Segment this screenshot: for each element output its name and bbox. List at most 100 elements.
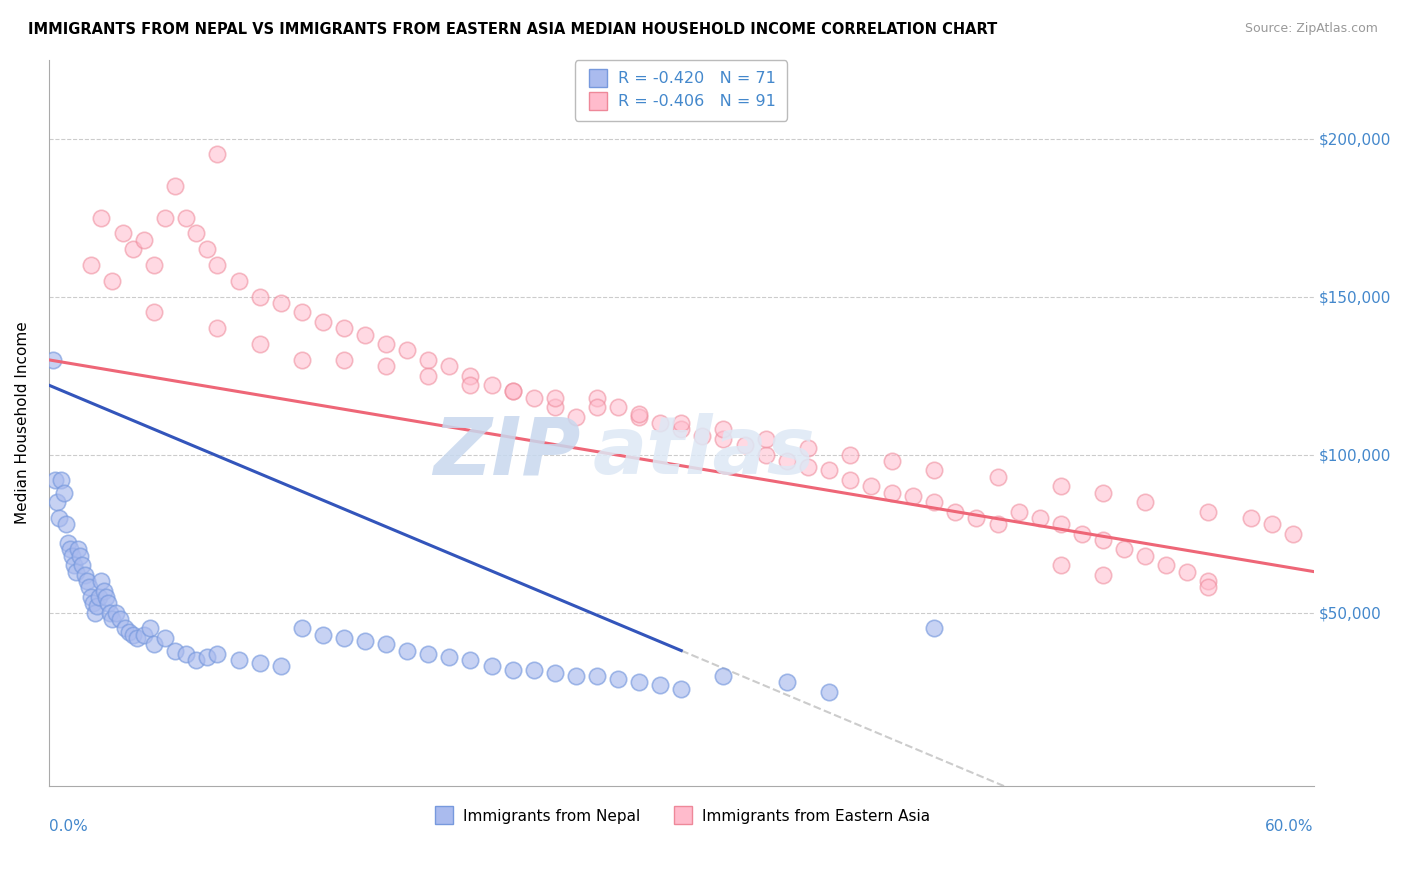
Point — [312, 315, 335, 329]
Point — [65, 565, 87, 579]
Point — [1260, 517, 1282, 532]
Point — [1070, 526, 1092, 541]
Point — [90, 574, 112, 588]
Point — [586, 391, 609, 405]
Point — [94, 590, 117, 604]
Point — [797, 460, 820, 475]
Point — [1007, 504, 1029, 518]
Point — [565, 669, 588, 683]
Point — [734, 438, 756, 452]
Point — [333, 352, 356, 367]
Point — [55, 517, 77, 532]
Point — [460, 653, 482, 667]
Point — [776, 454, 799, 468]
Text: 60.0%: 60.0% — [1265, 819, 1313, 834]
Point — [375, 359, 398, 373]
Point — [165, 643, 187, 657]
Point — [110, 612, 132, 626]
Point — [186, 227, 208, 241]
Point — [1197, 574, 1219, 588]
Point — [838, 448, 860, 462]
Point — [139, 622, 162, 636]
Point — [291, 622, 314, 636]
Point — [186, 653, 208, 667]
Point — [1049, 479, 1071, 493]
Point — [418, 368, 440, 383]
Point — [143, 258, 166, 272]
Point — [818, 463, 841, 477]
Point — [249, 657, 271, 671]
Point — [270, 659, 292, 673]
Point — [291, 352, 314, 367]
Point — [628, 407, 651, 421]
Point — [544, 391, 567, 405]
Point — [901, 489, 924, 503]
Point — [755, 432, 778, 446]
Point — [51, 473, 73, 487]
Point — [1091, 533, 1114, 547]
Point — [502, 384, 524, 399]
Point — [69, 549, 91, 563]
Point — [502, 663, 524, 677]
Point — [101, 274, 124, 288]
Point — [132, 233, 155, 247]
Point — [195, 242, 218, 256]
Point — [195, 649, 218, 664]
Point — [481, 378, 503, 392]
Point — [418, 647, 440, 661]
Point — [153, 211, 176, 225]
Text: IMMIGRANTS FROM NEPAL VS IMMIGRANTS FROM EASTERN ASIA MEDIAN HOUSEHOLD INCOME CO: IMMIGRANTS FROM NEPAL VS IMMIGRANTS FROM… — [28, 22, 997, 37]
Point — [965, 511, 987, 525]
Point — [375, 637, 398, 651]
Point — [165, 179, 187, 194]
Point — [90, 211, 112, 225]
Point — [118, 624, 141, 639]
Point — [1028, 511, 1050, 525]
Y-axis label: Median Household Income: Median Household Income — [15, 322, 30, 524]
Point — [101, 612, 124, 626]
Point — [439, 359, 461, 373]
Point — [544, 401, 567, 415]
Point — [776, 675, 799, 690]
Point — [228, 274, 250, 288]
Point — [72, 558, 94, 573]
Point — [270, 296, 292, 310]
Point — [880, 454, 903, 468]
Text: 0.0%: 0.0% — [49, 819, 87, 834]
Point — [333, 321, 356, 335]
Point — [650, 416, 672, 430]
Point — [105, 606, 128, 620]
Point — [565, 409, 588, 424]
Point — [1239, 511, 1261, 525]
Point — [228, 653, 250, 667]
Point — [607, 672, 630, 686]
Point — [122, 628, 145, 642]
Legend: Immigrants from Nepal, Immigrants from Eastern Asia: Immigrants from Nepal, Immigrants from E… — [426, 803, 936, 830]
Point — [439, 649, 461, 664]
Point — [48, 511, 70, 525]
Point — [73, 567, 96, 582]
Point — [143, 637, 166, 651]
Point — [418, 352, 440, 367]
Point — [86, 599, 108, 614]
Point — [1197, 581, 1219, 595]
Text: atlas: atlas — [593, 413, 815, 491]
Point — [207, 647, 229, 661]
Point — [44, 473, 66, 487]
Point — [986, 517, 1008, 532]
Point — [52, 485, 75, 500]
Point — [838, 473, 860, 487]
Point — [127, 631, 149, 645]
Point — [396, 343, 419, 358]
Point — [59, 542, 82, 557]
Point — [1091, 567, 1114, 582]
Point — [42, 352, 65, 367]
Point — [249, 337, 271, 351]
Point — [460, 368, 482, 383]
Point — [56, 536, 79, 550]
Point — [481, 659, 503, 673]
Point — [76, 574, 98, 588]
Point — [312, 628, 335, 642]
Point — [880, 485, 903, 500]
Point — [797, 442, 820, 456]
